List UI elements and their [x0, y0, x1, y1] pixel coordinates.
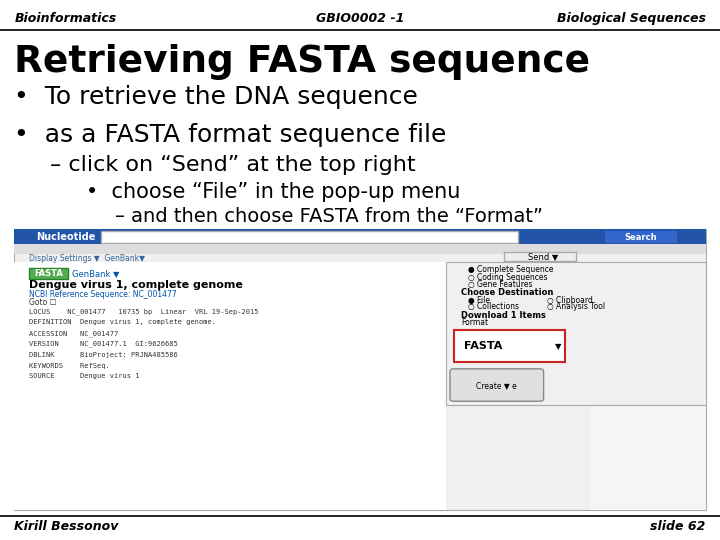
FancyBboxPatch shape: [29, 268, 68, 279]
Text: Send ▼: Send ▼: [528, 252, 559, 261]
Text: •  choose “File” in the pop-up menu: • choose “File” in the pop-up menu: [86, 181, 461, 202]
FancyBboxPatch shape: [450, 369, 544, 401]
Text: ● Complete Sequence: ● Complete Sequence: [468, 266, 554, 274]
Text: ● File: ● File: [468, 296, 490, 305]
Text: Create ▼ e: Create ▼ e: [477, 381, 517, 389]
FancyBboxPatch shape: [14, 244, 706, 254]
Text: – and then choose FASTA from the “Format”: – and then choose FASTA from the “Format…: [115, 206, 543, 226]
Text: ▼: ▼: [554, 342, 562, 350]
FancyBboxPatch shape: [454, 330, 565, 362]
Text: Dengue virus 1, complete genome: Dengue virus 1, complete genome: [29, 280, 243, 290]
Text: slide 62: slide 62: [650, 520, 706, 533]
Text: GenBank ▼: GenBank ▼: [72, 269, 120, 278]
Text: Goto ☐: Goto ☐: [29, 298, 56, 307]
Text: NCBI Reference Sequence: NC_001477: NCBI Reference Sequence: NC_001477: [29, 290, 176, 299]
Text: Search: Search: [624, 233, 657, 241]
Text: FASTA: FASTA: [464, 341, 503, 351]
Text: Format: Format: [461, 318, 488, 327]
Text: ○ Clipboard: ○ Clipboard: [547, 296, 593, 305]
Text: quence: quence: [672, 313, 698, 319]
Text: Bioinformatics: Bioinformatics: [14, 12, 117, 25]
Text: SOURCE      Dengue virus 1: SOURCE Dengue virus 1: [29, 373, 139, 380]
Text: ACCESSION   NC_001477: ACCESSION NC_001477: [29, 330, 118, 336]
Text: DEFINITION  Dengue virus 1, complete genome.: DEFINITION Dengue virus 1, complete geno…: [29, 319, 216, 326]
Text: VERSION     NC_001477.1  GI:9626685: VERSION NC_001477.1 GI:9626685: [29, 341, 178, 347]
FancyBboxPatch shape: [446, 262, 706, 405]
Text: Download 1 Items: Download 1 Items: [461, 311, 546, 320]
Text: Kirill Bessonov: Kirill Bessonov: [14, 520, 119, 533]
Text: •  as a FASTA format sequence file: • as a FASTA format sequence file: [14, 123, 447, 147]
Text: Nucleotide: Nucleotide: [36, 232, 95, 241]
Text: n shown: n shown: [669, 267, 698, 273]
Text: FASTA: FASTA: [34, 269, 63, 278]
FancyBboxPatch shape: [14, 230, 706, 244]
Text: – click on “Send” at the top right: – click on “Send” at the top right: [50, 154, 416, 175]
Text: KEYWORDS    RefSeq.: KEYWORDS RefSeq.: [29, 362, 109, 369]
Text: ○ Coding Sequences: ○ Coding Sequences: [468, 273, 547, 281]
FancyBboxPatch shape: [590, 262, 706, 510]
Text: rce: rce: [688, 323, 698, 330]
FancyBboxPatch shape: [14, 262, 446, 510]
Text: Choose Destination: Choose Destination: [461, 288, 553, 297]
Text: ○ Analysis Tool: ○ Analysis Tool: [547, 302, 606, 311]
Text: Features: Features: [668, 337, 698, 343]
Text: GBIO0002 -1: GBIO0002 -1: [316, 12, 404, 25]
Text: Display Settings ▼  GenBank▼: Display Settings ▼ GenBank▼: [29, 254, 145, 263]
Text: LOCUS    NC_001477   10735 bp  Linear  VRL 19-Sep-2015: LOCUS NC_001477 10735 bp Linear VRL 19-S…: [29, 308, 258, 315]
Text: •  To retrieve the DNA sequence: • To retrieve the DNA sequence: [14, 85, 418, 109]
Text: Resource: Resource: [667, 353, 698, 360]
Text: Biological Sequences: Biological Sequences: [557, 12, 706, 25]
Text: Retrieving FASTA sequence: Retrieving FASTA sequence: [14, 44, 590, 80]
Text: ○ Collections: ○ Collections: [468, 302, 519, 311]
Text: DBLINK      BioProject: PRJNA485586: DBLINK BioProject: PRJNA485586: [29, 352, 178, 358]
FancyBboxPatch shape: [101, 231, 518, 243]
FancyBboxPatch shape: [504, 252, 576, 261]
Text: y: y: [694, 278, 698, 284]
Text: ○ Gene Features: ○ Gene Features: [468, 280, 533, 288]
FancyBboxPatch shape: [605, 231, 677, 243]
FancyBboxPatch shape: [14, 230, 706, 510]
